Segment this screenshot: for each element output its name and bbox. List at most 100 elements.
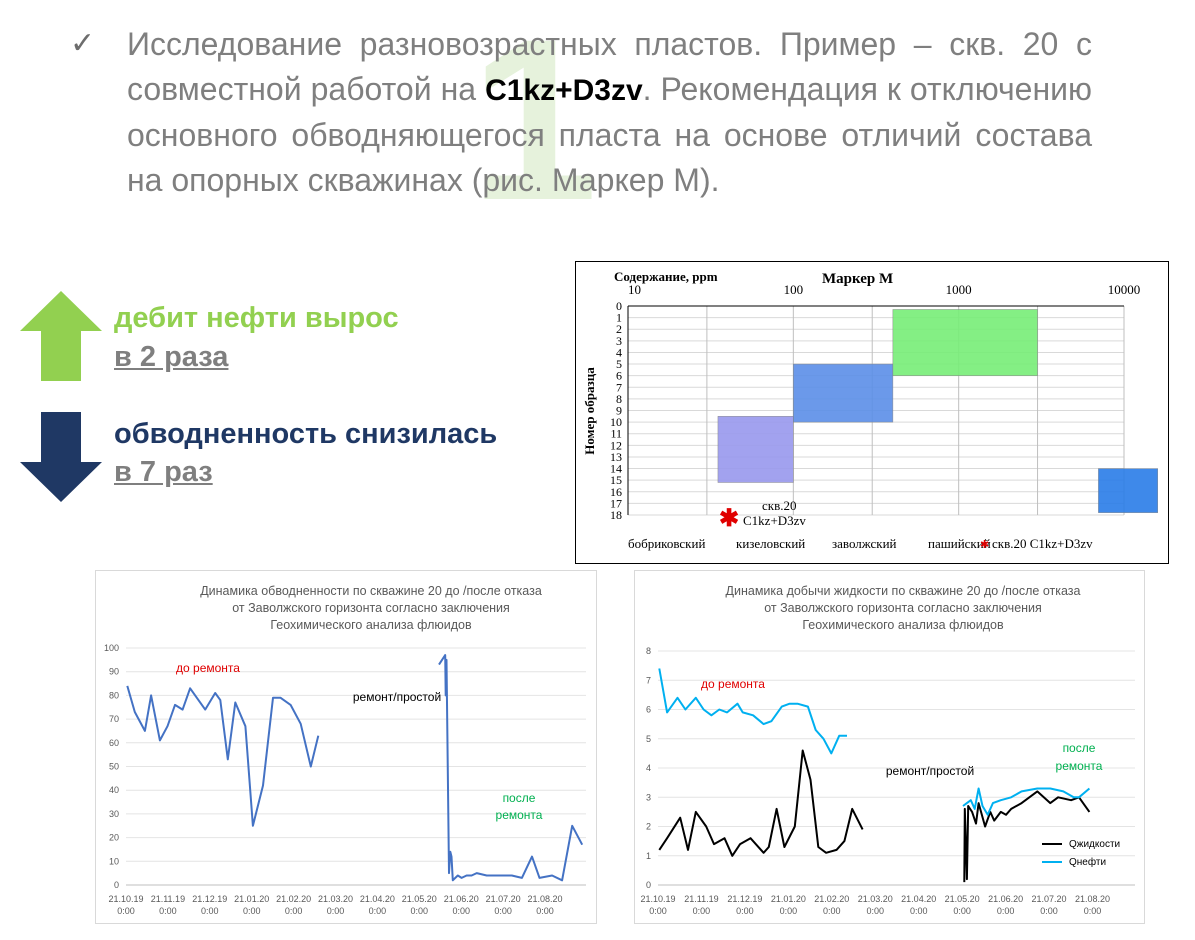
x-tick-time: 0:00 [997,906,1015,916]
y-tick: 4 [646,763,651,773]
x-tick: 21.04.20 [901,894,936,904]
annotation: до ремонта [176,661,240,675]
x-tick-time: 0:00 [327,906,345,916]
y-tick: 10 [109,856,119,866]
x-tick: 21.04.20 [360,894,395,904]
legend-item: Qжидкости [1069,839,1120,850]
marker-y-tick: 10 [610,415,622,429]
marker-y-tick: 11 [610,427,622,441]
marker-y-tick: 3 [616,334,622,348]
marker-point: ✱ [719,505,739,532]
marker-y-tick: 16 [610,485,622,499]
marker-legend-1: кизеловский [736,536,805,551]
x-tick-time: 0:00 [693,906,711,916]
slide-paragraph: Исследование разновозрастных пластов. Пр… [127,22,1092,203]
oil-rate-value: в 2 раза [114,341,229,373]
x-tick-time: 0:00 [736,906,754,916]
x-tick-time: 0:00 [243,906,261,916]
marker-y-tick: 9 [616,404,622,418]
arrow-up-icon [20,291,102,381]
marker-legend-point: скв.20 C1kz+D3zv [992,536,1093,551]
series-line-1 [658,668,847,755]
x-tick-time: 0:00 [201,906,219,916]
big-slide-number: 1 [470,0,598,248]
chart-title-line: Геохимического анализа флюидов [802,618,1004,632]
x-tick: 21.10.19 [108,894,143,904]
marker-point-label-2: C1kz+D3zv [743,513,806,528]
annotation: ремонта [496,808,543,822]
x-tick: 21.02.20 [814,894,849,904]
x-tick-time: 0:00 [910,906,928,916]
chart-title-line: Динамика обводненности по скважине 20 до… [200,584,542,598]
marker-point-label-1: скв.20 [762,498,796,513]
marker-y-tick: 0 [616,299,622,313]
x-tick-time: 0:00 [117,906,135,916]
series-line-0 [658,749,864,857]
annotation: ремонт/простой [353,690,441,704]
marker-y-tick: 7 [616,380,622,394]
y-tick: 8 [646,646,651,656]
legend-item: Qнефти [1069,856,1106,868]
water-cut-title: обводненность снизилась [114,418,498,450]
marker-x-tick: 10 [628,282,641,297]
marker-y-tick: 2 [616,322,622,336]
water-cut-chart-svg: Динамика обводненности по скважине 20 до… [104,584,586,916]
x-tick-time: 0:00 [1084,906,1102,916]
marker-y-tick: 13 [610,450,622,464]
marker-x-tick: 10000 [1108,282,1141,297]
marker-x-tick: 100 [784,282,804,297]
x-tick-time: 0:00 [411,906,429,916]
x-tick: 21.08.20 [528,894,563,904]
y-tick: 20 [109,833,119,843]
marker-legend-point-icon: ✱ [980,539,989,551]
annotation: после [1063,741,1096,755]
y-tick: 7 [646,675,651,685]
x-tick: 21.11.19 [684,894,718,904]
series-line-0 [126,685,320,827]
y-tick: 0 [114,880,119,890]
chart-title-line: Динамика добычи жидкости по скважине 20 … [726,584,1081,598]
liquid-production-chart-svg: Динамика добычи жидкости по скважине 20 … [640,584,1135,916]
marker-y-tick: 12 [610,438,622,452]
marker-chart: 10 100 1000 10000 0 1 2 3 4 5 6 7 8 9 10 11 12 13 14 15 16 17… [575,261,1169,564]
marker-title: Маркер М [822,271,893,287]
y-tick: 70 [109,714,119,724]
annotation: ремонта [1056,759,1103,773]
marker-y-tick: 6 [616,369,622,383]
marker-y-label: Номер образца [582,367,597,455]
marker-y-tick: 14 [610,462,622,476]
marker-x-label: Содержание, ppm [614,269,718,284]
x-tick: 21.10.19 [640,894,675,904]
paragraph-text-2: . Рекомендация к отключению основного об… [127,71,1093,198]
arrow-down-icon [20,412,102,502]
x-tick: 21.12.19 [192,894,227,904]
marker-y-tick: 1 [616,311,622,325]
y-tick: 50 [109,762,119,772]
marker-bar-2 [892,309,1038,376]
water-cut-chart: Динамика обводненности по скважине 20 до… [95,570,597,924]
x-tick: 21.01.20 [771,894,806,904]
marker-legend-3: пашийский [928,536,991,551]
marker-y-tick: 8 [616,392,622,406]
liquid-production-chart: Динамика добычи жидкости по скважине 20 … [634,570,1145,924]
marker-chart-svg: 10 100 1000 1000001234567891011121314151617… [582,269,1158,551]
x-tick-time: 0:00 [780,906,798,916]
series-line-1 [438,654,584,882]
x-tick-time: 0:00 [285,906,303,916]
chart-title-line: от Заволжского горизонта согласно заключ… [764,601,1042,615]
annotation: после [503,791,536,805]
marker-y-tick: 5 [616,357,622,371]
oil-rate-title: дебит нефти вырос [114,302,399,334]
x-tick-time: 0:00 [1040,906,1058,916]
x-tick-time: 0:00 [823,906,841,916]
x-tick: 21.03.20 [858,894,893,904]
y-tick: 5 [646,734,651,744]
marker-y-tick: 4 [616,345,622,359]
check-icon: ✓ [70,27,96,60]
x-tick-time: 0:00 [953,906,971,916]
annotation: до ремонта [701,677,765,691]
marker-y-tick: 17 [610,496,622,510]
x-tick: 21.12.19 [727,894,762,904]
series-line-2 [963,790,1091,883]
x-tick: 21.08.20 [1075,894,1110,904]
